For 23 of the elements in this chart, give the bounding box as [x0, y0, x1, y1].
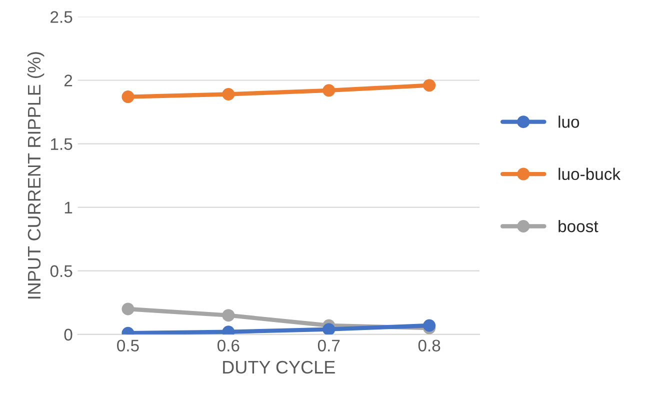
legend-label: boost: [558, 220, 598, 232]
point: [423, 319, 436, 332]
x-tick-label: 0.7: [318, 340, 340, 352]
y-tick-label: 1: [64, 202, 72, 214]
point: [222, 309, 235, 322]
point: [122, 302, 134, 316]
legend-label: luo-buck: [558, 168, 621, 180]
point: [222, 88, 235, 100]
y-tick-label: 0.5: [50, 265, 72, 278]
point: [322, 84, 336, 97]
y-tick-label: 1.5: [51, 138, 72, 150]
y-tick-label: 0: [64, 328, 72, 341]
x-tick-label: 0.5: [117, 340, 139, 352]
point: [122, 90, 134, 104]
legend-label: luo: [558, 116, 580, 128]
y-tick-label: 2: [64, 74, 72, 86]
x-tick-label: 0.8: [418, 340, 440, 352]
y-tick-label: 2.5: [50, 11, 72, 23]
point: [322, 323, 336, 334]
y-axis-title: INPUT CURRENT RIPPLE (%): [27, 52, 44, 298]
x-tick-label: 0.6: [217, 340, 240, 352]
x-axis-title: DUTY CYCLE: [223, 360, 335, 374]
point: [423, 79, 436, 92]
